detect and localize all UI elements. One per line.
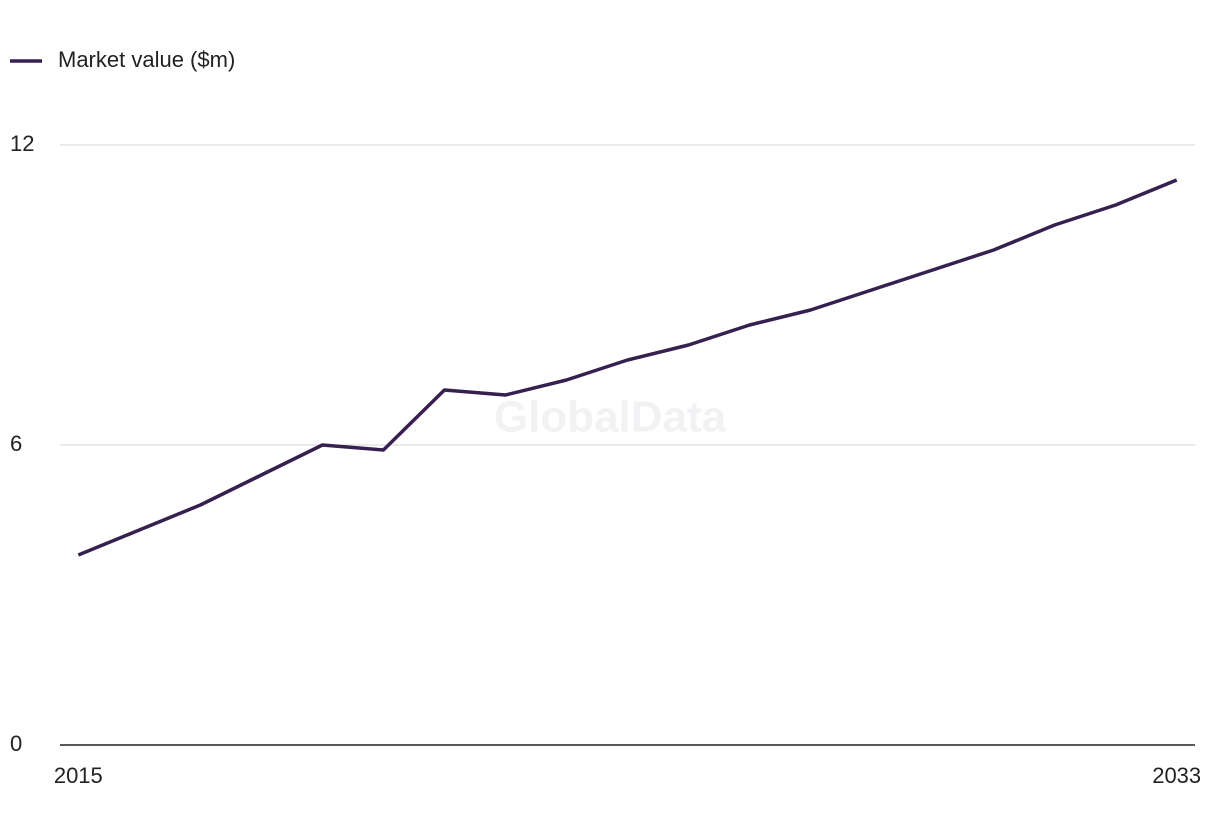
data-line — [77, 178, 1178, 557]
watermark: GlobalData — [494, 393, 727, 442]
x-tick-label: 2015 — [54, 763, 103, 788]
y-tick-label: 12 — [10, 131, 34, 156]
y-tick-label: 6 — [10, 431, 22, 456]
legend-label: Market value ($m) — [58, 47, 235, 72]
x-tick-label: 2033 — [1152, 763, 1201, 788]
y-tick-label: 0 — [10, 731, 22, 756]
